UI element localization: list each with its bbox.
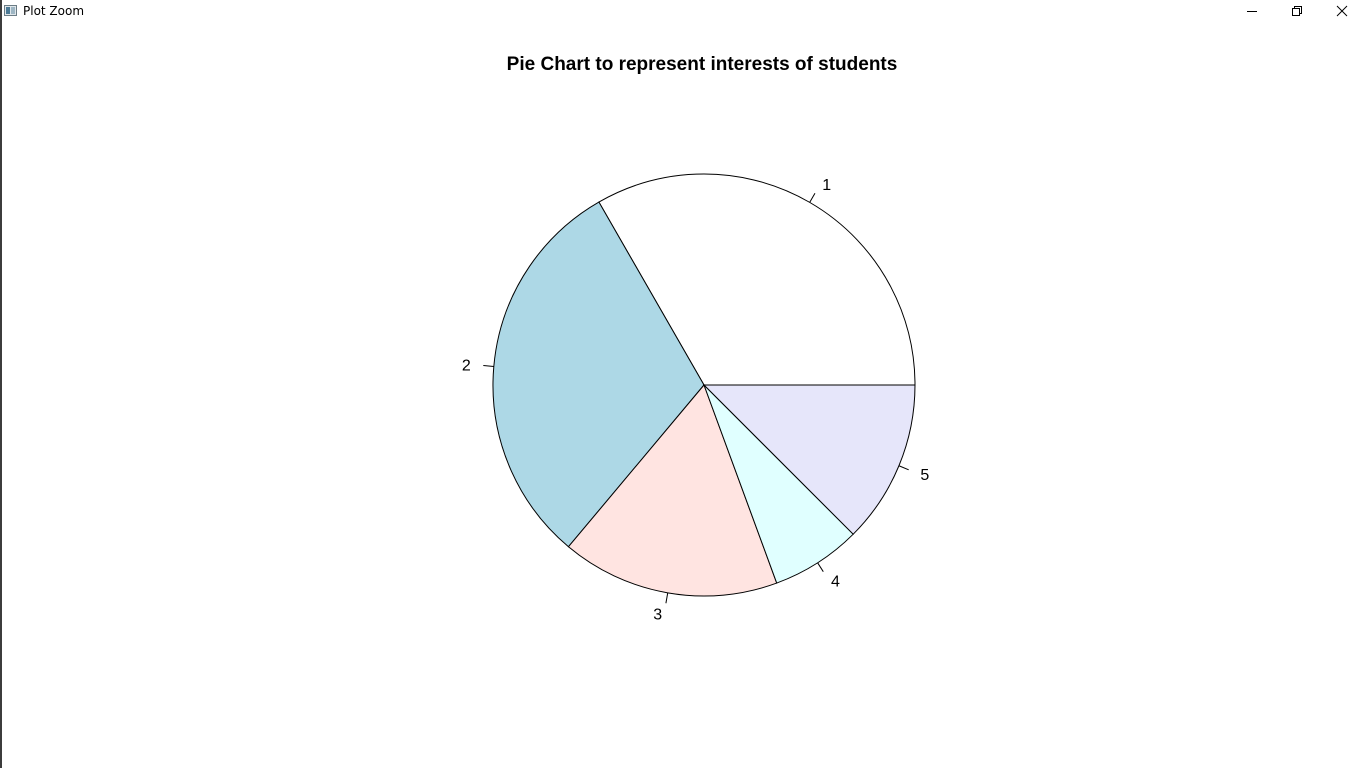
pie-slice-3	[567, 384, 778, 597]
pie-label-1: 1	[822, 177, 831, 194]
close-button[interactable]	[1319, 0, 1365, 22]
pie-slices	[492, 173, 916, 597]
pie-tick-4	[817, 562, 824, 572]
pie-slice-2	[492, 201, 705, 548]
plot-zoom-app-icon	[4, 5, 17, 16]
close-icon	[1336, 5, 1348, 17]
title-bar[interactable]: Plot Zoom	[2, 0, 1366, 24]
maximize-button[interactable]	[1274, 0, 1320, 22]
pie-tick-3	[665, 592, 669, 604]
pie-label-2: 2	[462, 358, 471, 375]
minimize-button[interactable]	[1229, 0, 1275, 22]
chart-title: Pie Chart to represent interests of stud…	[507, 54, 898, 75]
pie-slice-1	[598, 173, 916, 386]
pie-label-3: 3	[653, 607, 662, 624]
pie-label-4: 4	[831, 574, 840, 591]
pie-label-ticks	[483, 192, 909, 604]
pie-labels: 1 2 3 4 5	[462, 177, 930, 624]
minimize-icon	[1247, 11, 1257, 12]
restore-icon	[1292, 6, 1302, 16]
pie-label-5: 5	[920, 467, 929, 484]
pie-tick-2	[483, 365, 494, 367]
window-title: Plot Zoom	[23, 4, 85, 18]
pie-tick-1	[809, 192, 816, 203]
pie-tick-5	[898, 465, 909, 471]
